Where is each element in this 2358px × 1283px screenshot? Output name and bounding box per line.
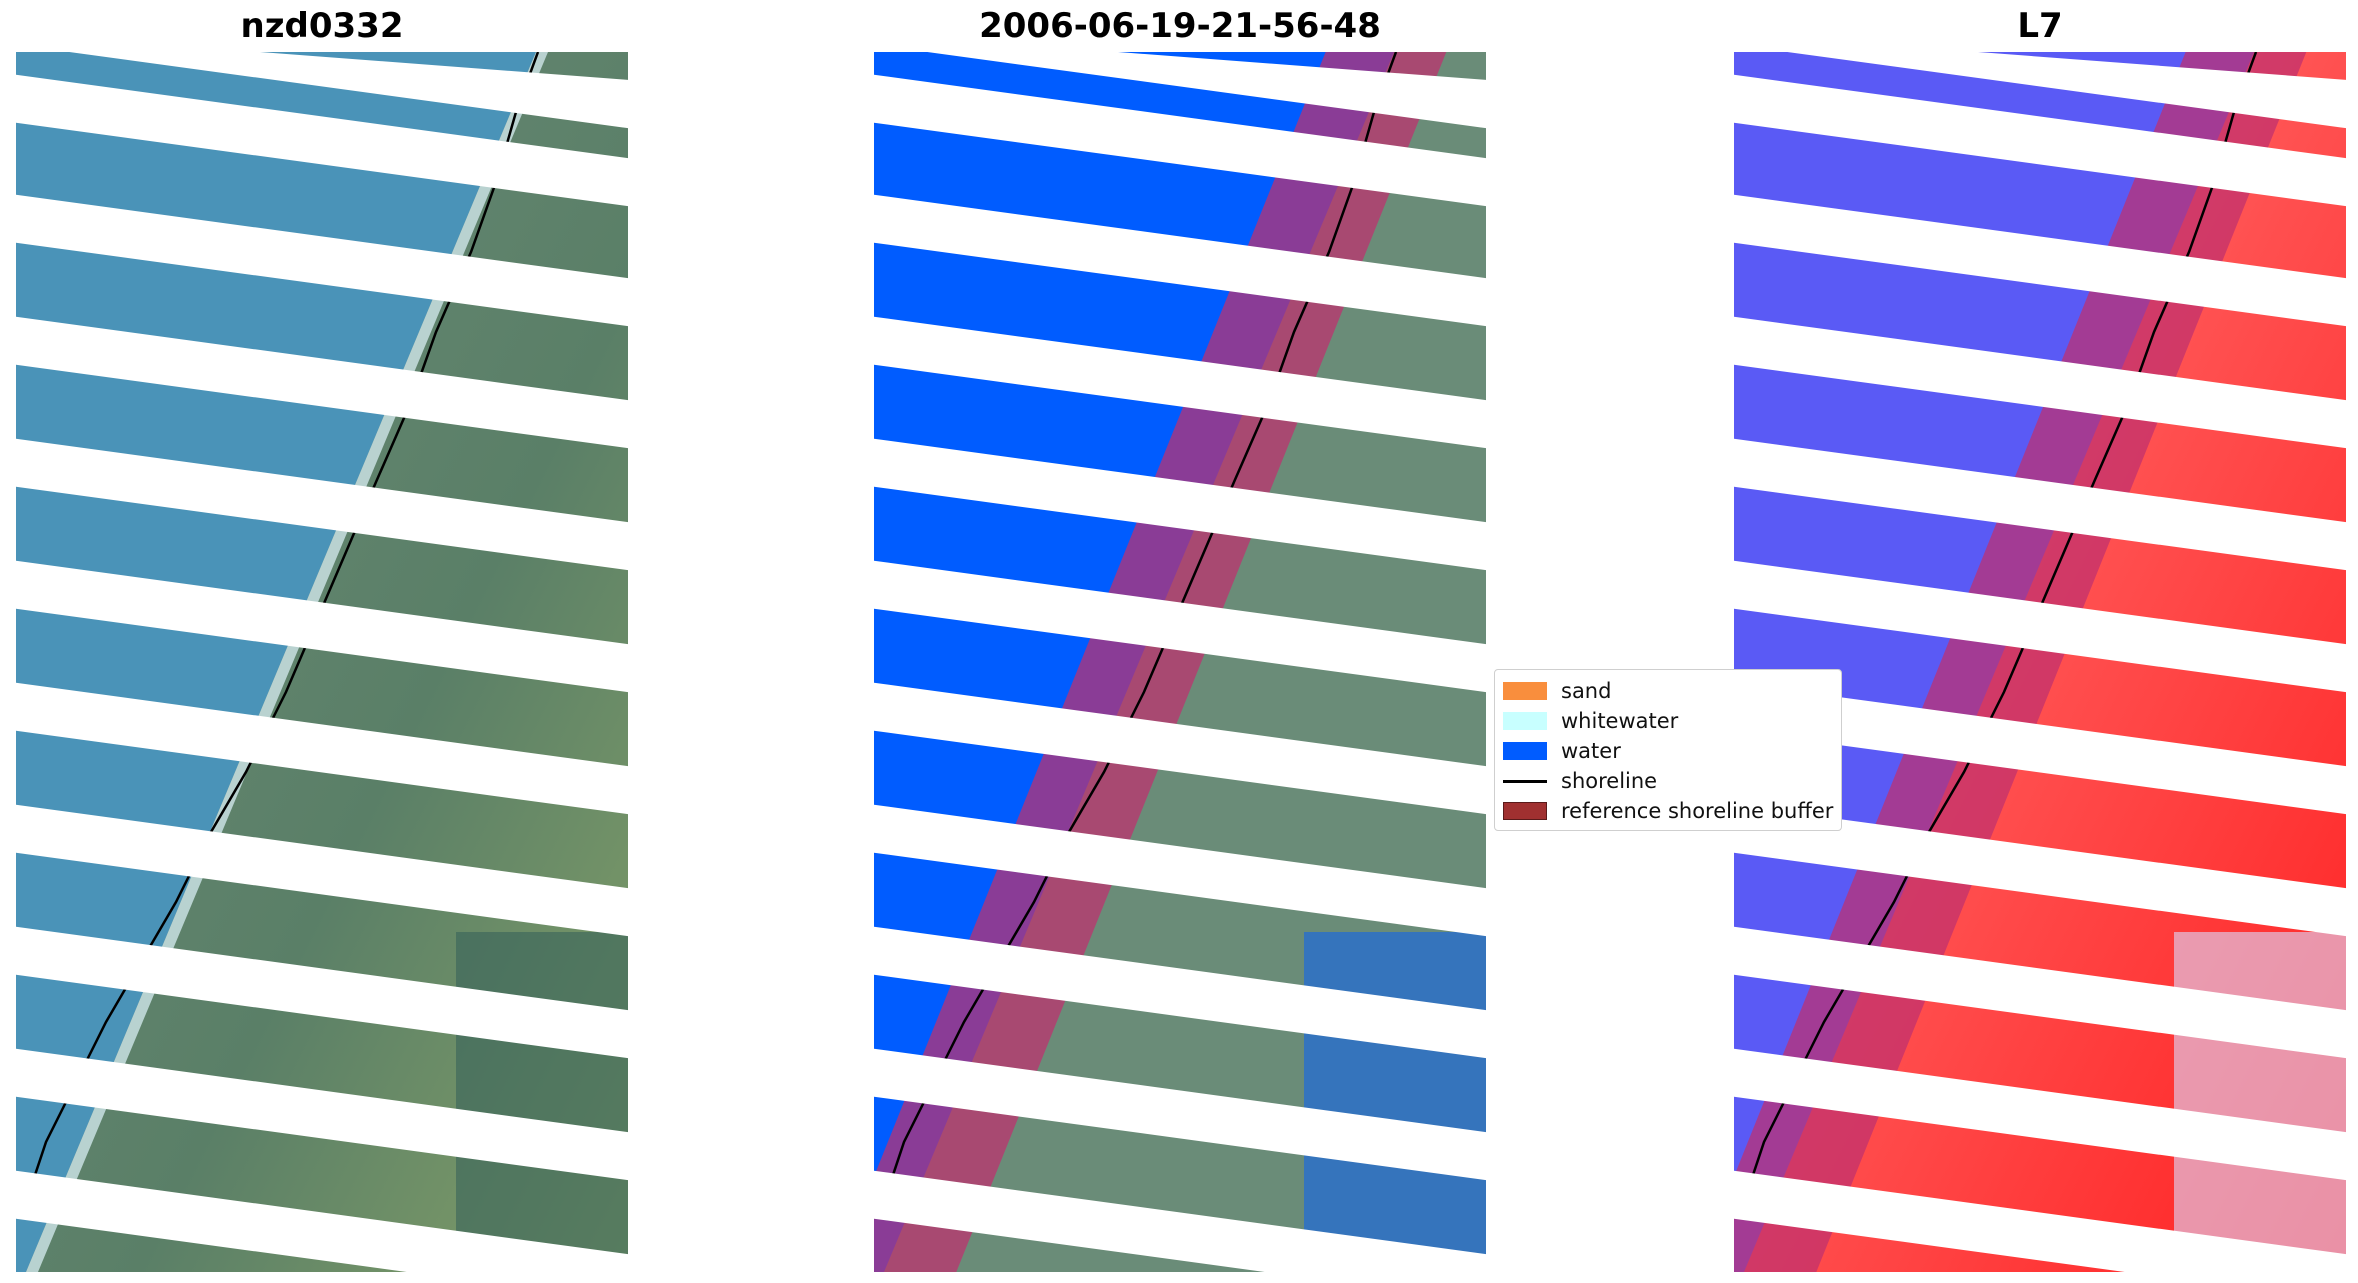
shoreline xyxy=(1742,52,2258,1203)
shoreline-line-icon xyxy=(1503,779,1547,783)
legend-item-shoreline: shoreline xyxy=(1503,766,1833,796)
panel-title-classified: 2006-06-19-21-56-48 xyxy=(979,6,1381,46)
scan-line-gaps xyxy=(1734,52,2346,1272)
inland-water-patch xyxy=(1304,932,1486,1272)
rgb-image-panel xyxy=(16,52,628,1272)
shoreline xyxy=(24,52,540,1203)
panel-title-index: L7 xyxy=(2017,6,2063,46)
scan-line-gaps xyxy=(874,52,1486,1272)
water-swatch-icon xyxy=(1503,742,1547,760)
legend-item-water: water xyxy=(1503,736,1833,766)
shoreline xyxy=(882,52,1398,1203)
forest-patch xyxy=(456,932,628,1272)
legend-label: whitewater xyxy=(1561,709,1679,733)
classified-image-panel xyxy=(874,52,1486,1272)
legend-item-reference-buffer: reference shoreline buffer xyxy=(1503,796,1833,826)
whitewater-swatch-icon xyxy=(1503,712,1547,730)
legend-item-whitewater: whitewater xyxy=(1503,706,1833,736)
mixed-index-patch xyxy=(2174,932,2346,1272)
panel-title-rgb: nzd0332 xyxy=(240,6,404,46)
sand-swatch-icon xyxy=(1503,682,1547,700)
legend-label: sand xyxy=(1561,679,1612,703)
index-image-panel xyxy=(1734,52,2346,1272)
legend-label: water xyxy=(1561,739,1621,763)
scan-line-gaps xyxy=(16,52,628,1272)
buffer-swatch-icon xyxy=(1503,802,1547,820)
legend-item-sand: sand xyxy=(1503,676,1833,706)
legend-label: reference shoreline buffer xyxy=(1561,799,1834,823)
legend-label: shoreline xyxy=(1561,769,1658,793)
legend: sand whitewater water shoreline referenc… xyxy=(1494,669,1842,831)
